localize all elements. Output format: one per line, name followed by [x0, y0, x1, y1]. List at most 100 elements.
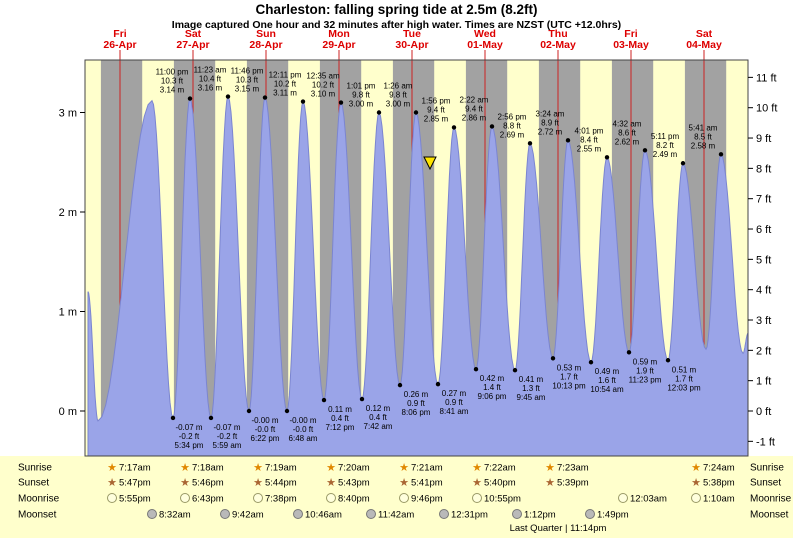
high-tide-dot: [225, 94, 231, 99]
low-tide-ft-label: -0.0 ft: [255, 425, 276, 434]
high-tide-dot: [262, 95, 268, 100]
high-tide-ft-label: 9.8 ft: [352, 91, 371, 100]
high-tide-time-label: 1:01 pm: [347, 82, 376, 91]
page-subtitle: Image captured One hour and 32 minutes a…: [171, 19, 622, 31]
moonrise-moon-icon: [180, 493, 190, 503]
current-tide-marker-icon: [423, 156, 437, 171]
moonrise-time: 5:55pm: [119, 494, 151, 505]
astro-row-label-left: Sunset: [18, 478, 49, 489]
low-tide-dot: [435, 381, 441, 387]
high-tide-ft-label: 8.5 ft: [694, 132, 713, 141]
date-day-date: 04-May: [686, 39, 722, 51]
low-tide-ft-label: 0.4 ft: [331, 414, 350, 423]
low-tide-m-label: 0.27 m: [442, 389, 467, 398]
date-day-date: 29-Apr: [322, 39, 355, 51]
sunset-star-icon: ★: [326, 477, 336, 489]
sunrise-star-icon: ★: [326, 462, 336, 474]
high-tide-m-label: 3.00 m: [386, 100, 411, 109]
date-day-date: 02-May: [540, 39, 576, 51]
sunrise-star-icon: ★: [691, 462, 701, 474]
high-tide-ft-label: 10.4 ft: [199, 75, 222, 84]
high-tide-m-label: 2.55 m: [577, 144, 602, 153]
high-tide-time-label: 2:56 pm: [498, 112, 527, 121]
low-tide-ft-label: 0.4 ft: [369, 413, 388, 422]
low-tide-time-label: 6:48 am: [289, 434, 318, 443]
high-tide-m-label: 2.72 m: [538, 127, 563, 136]
moonset-time: 8:32am: [159, 510, 191, 521]
left-axis-label: 0 m: [59, 406, 77, 418]
low-tide-time-label: 6:22 pm: [251, 434, 280, 443]
high-tide-ft-label: 10.3 ft: [236, 76, 259, 85]
left-axis-label: 2 m: [59, 207, 77, 219]
moonset-time: 1:49pm: [597, 510, 629, 521]
moonset-time: 12:31pm: [451, 510, 488, 521]
high-tide-time-label: 1:56 pm: [422, 96, 451, 105]
astro-row-label-left: Sunrise: [18, 463, 52, 474]
low-tide-ft-label: 1.4 ft: [483, 383, 502, 392]
high-tide-m-label: 3.16 m: [198, 84, 223, 93]
astro-row-label-right: Moonset: [750, 510, 789, 521]
moonset-time: 11:42am: [378, 510, 414, 521]
high-tide-time-label: 12:35 am: [306, 72, 340, 81]
sunrise-time: 7:23am: [557, 463, 589, 474]
high-tide-dot: [376, 110, 382, 115]
low-tide-time-label: 9:06 pm: [478, 392, 507, 401]
sunset-time: 5:44pm: [265, 478, 297, 489]
high-tide-time-label: 12:11 pm: [269, 71, 302, 80]
moonrise-time: 1:10am: [703, 494, 735, 505]
high-tide-m-label: 3.14 m: [160, 86, 185, 95]
high-tide-dot: [451, 125, 457, 130]
date-day-name: Fri: [624, 28, 638, 40]
moonset-time: 1:12pm: [524, 510, 556, 521]
right-axis-label: 9 ft: [756, 133, 771, 145]
date-day-name: Sat: [185, 28, 202, 40]
low-tide-m-label: 0.53 m: [557, 363, 582, 372]
moonset-moon-icon: [585, 509, 595, 519]
sunset-time: 5:41pm: [411, 478, 443, 489]
high-tide-dot: [338, 100, 344, 105]
moonrise-time: 6:43pm: [192, 494, 224, 505]
high-tide-m-label: 3.00 m: [349, 100, 374, 109]
high-tide-time-label: 5:11 pm: [651, 132, 680, 141]
astro-row-label-left: Moonset: [18, 510, 57, 521]
high-tide-m-label: 3.10 m: [311, 90, 336, 99]
moonrise-time: 9:46pm: [411, 494, 443, 505]
date-day-date: 27-Apr: [176, 39, 209, 51]
right-axis-label: 2 ft: [756, 345, 771, 357]
tide-curve-area: [87, 95, 749, 457]
astro-row-label-right: Moonrise: [750, 494, 792, 505]
high-tide-ft-label: 8.2 ft: [656, 141, 675, 150]
high-tide-dot: [680, 161, 686, 166]
low-tide-dot: [626, 350, 632, 355]
low-tide-dot: [473, 367, 479, 372]
sunrise-time: 7:24am: [703, 463, 735, 474]
moonset-moon-icon: [293, 509, 303, 519]
low-tide-m-label: 0.41 m: [519, 375, 544, 384]
low-tide-time-label: 10:54 am: [590, 385, 624, 394]
moonrise-moon-icon: [618, 493, 628, 503]
low-tide-dot: [208, 415, 214, 421]
moonset-time: 10:46am: [305, 510, 342, 521]
right-axis-label: 0 ft: [756, 406, 771, 418]
sunset-time: 5:39pm: [557, 478, 589, 489]
high-tide-ft-label: 8.9 ft: [541, 118, 560, 127]
low-tide-m-label: -0.07 m: [213, 423, 240, 432]
moonset-time: 9:42am: [232, 510, 264, 521]
low-tide-dot: [321, 397, 327, 403]
low-tide-m-label: 0.49 m: [595, 367, 620, 376]
low-tide-dot: [665, 358, 671, 363]
moonset-moon-icon: [366, 509, 376, 519]
low-tide-dot: [550, 356, 556, 361]
moonrise-moon-icon: [472, 493, 482, 503]
low-tide-ft-label: 1.9 ft: [636, 366, 655, 375]
right-axis-label: 8 ft: [756, 163, 771, 175]
moonrise-moon-icon: [253, 493, 263, 503]
low-tide-m-label: 0.42 m: [480, 374, 505, 383]
high-tide-m-label: 2.86 m: [462, 113, 487, 122]
date-day-name: Wed: [474, 28, 496, 40]
high-tide-ft-label: 8.4 ft: [580, 135, 599, 144]
date-day-date: 26-Apr: [103, 39, 136, 51]
low-tide-dot: [588, 360, 594, 365]
sunrise-star-icon: ★: [472, 462, 482, 474]
low-tide-time-label: 12:03 pm: [667, 383, 701, 392]
